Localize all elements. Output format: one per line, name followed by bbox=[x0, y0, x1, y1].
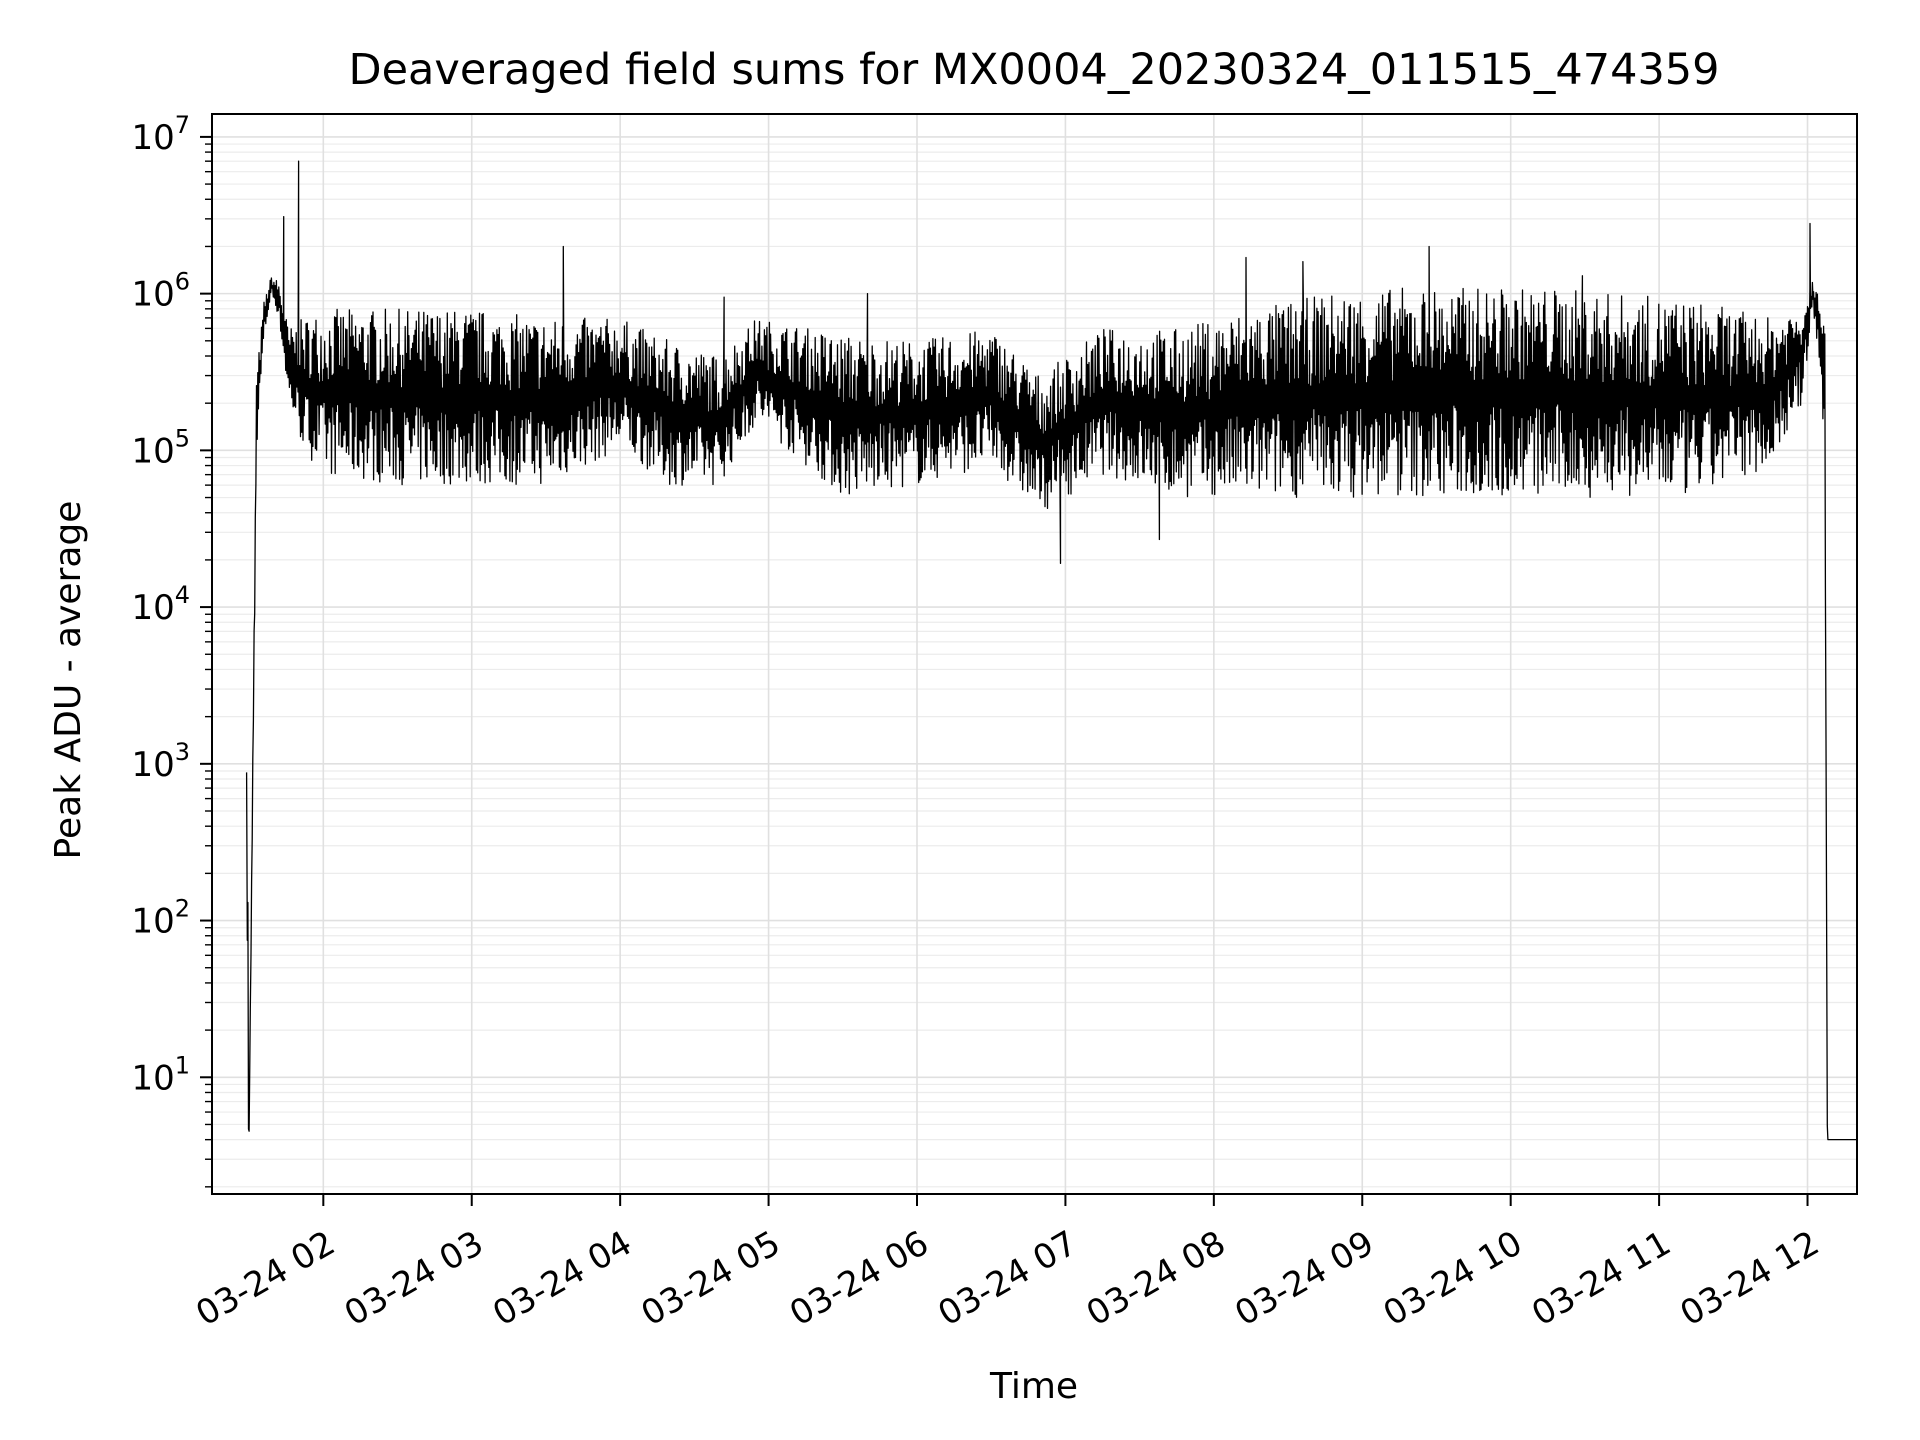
y-tick-label: 107 bbox=[131, 111, 190, 158]
chart-title: Deaveraged field sums for MX0004_2023032… bbox=[348, 45, 1719, 95]
y-tick-label: 105 bbox=[131, 424, 190, 471]
x-axis-label: Time bbox=[989, 1366, 1078, 1407]
series-path bbox=[245, 160, 1858, 1141]
y-tick-label: 102 bbox=[131, 895, 190, 942]
y-axis-ticks: 101 102 103 104 105 106 107 bbox=[131, 111, 212, 1188]
y-tick-label: 106 bbox=[131, 268, 190, 315]
y-tick-label: 101 bbox=[131, 1051, 190, 1098]
y-tick-label: 103 bbox=[131, 738, 190, 785]
series-line bbox=[245, 160, 1858, 1141]
y-tick-label: 104 bbox=[131, 581, 190, 628]
y-axis-label: Peak ADU - average bbox=[48, 501, 89, 860]
